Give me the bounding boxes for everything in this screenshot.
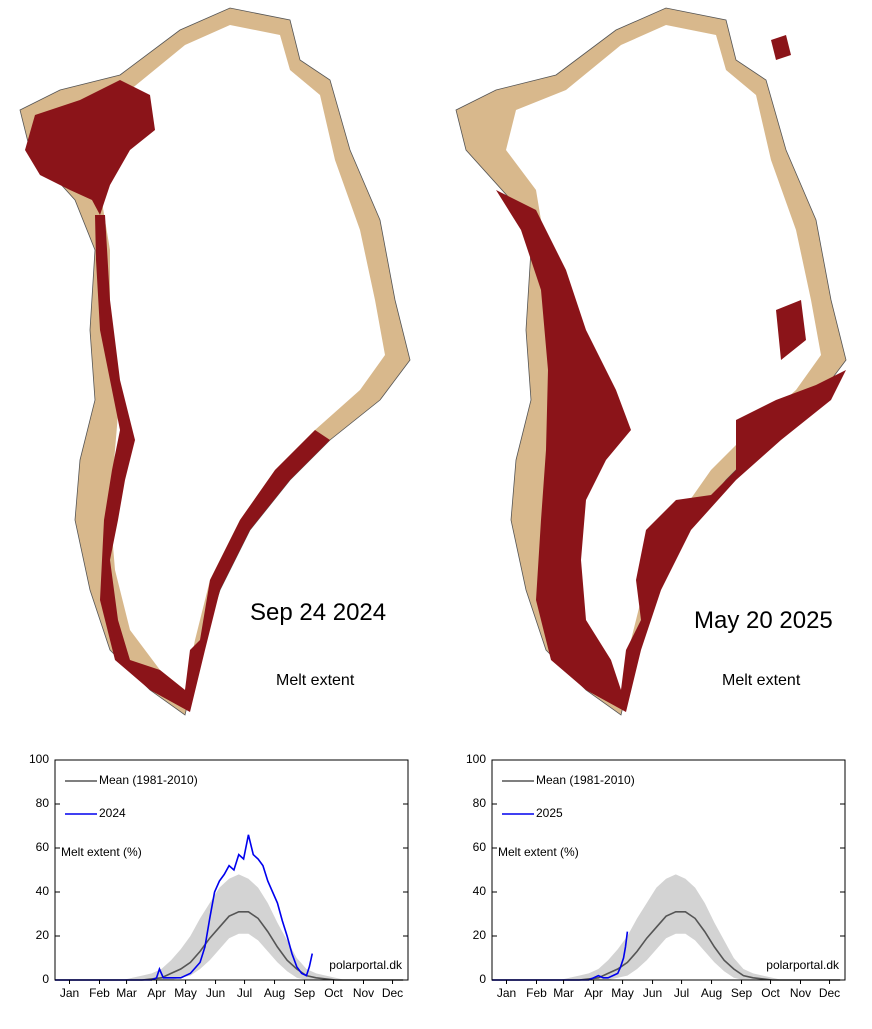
y-tick-label: 0: [479, 972, 486, 986]
x-tick-label: Apr: [584, 986, 603, 1000]
y-tick-label: 40: [473, 884, 487, 898]
x-tick-label: Aug: [701, 986, 722, 1000]
x-tick-label: Jan: [497, 986, 516, 1000]
range-band: [55, 874, 404, 980]
x-tick-label: Feb: [89, 986, 110, 1000]
y-tick-label: 60: [473, 840, 487, 854]
map-right: May 20 2025 Melt extent: [455, 7, 847, 716]
x-tick-label: Jul: [674, 986, 689, 1000]
x-tick-label: Mar: [116, 986, 137, 1000]
y-tick-label: 40: [36, 884, 50, 898]
x-tick-label: Jul: [237, 986, 252, 1000]
y-tick-label: 80: [473, 796, 487, 810]
x-tick-label: Mar: [553, 986, 574, 1000]
chart: 0 20 40 60 80 100 Jan Feb Mar Apr May Jun Jul Aug Sep O…: [466, 752, 846, 1000]
y-tick-label: 100: [466, 752, 486, 766]
x-tick-label: Apr: [147, 986, 166, 1000]
plot-frame: [491, 759, 846, 981]
plot-frame: [54, 759, 409, 981]
x-tick-label: Aug: [264, 986, 285, 1000]
x-tick-label: Oct: [761, 986, 780, 1000]
legend-label: Mean (1981-2010): [99, 773, 198, 787]
series-line: [55, 834, 314, 981]
y-tick-label: 20: [473, 928, 487, 942]
legend-label: 2025: [536, 806, 563, 820]
source: polarportal.dk: [329, 958, 403, 972]
y-tick-label: 80: [36, 796, 50, 810]
x-tick-label: Feb: [526, 986, 547, 1000]
x-tick-label: Dec: [819, 986, 840, 1000]
x-tick-label: May: [174, 986, 197, 1000]
y-tick-label: 0: [42, 972, 49, 986]
legend-label: Mean (1981-2010): [536, 773, 635, 787]
y-tick-label: 60: [36, 840, 50, 854]
x-tick-label: Jan: [60, 986, 79, 1000]
x-tick-label: Nov: [790, 986, 811, 1000]
x-tick-label: Sep: [294, 986, 316, 1000]
source: polarportal.dk: [766, 958, 840, 972]
x-tick-label: Sep: [731, 986, 753, 1000]
x-tick-label: Jun: [643, 986, 662, 1000]
annotation: Melt extent (%): [498, 845, 579, 859]
map-date: Sep 24 2024: [250, 599, 386, 626]
x-tick-label: Nov: [353, 986, 374, 1000]
x-tick-label: Jun: [206, 986, 225, 1000]
legend-label: 2024: [99, 806, 126, 820]
chart: 0 20 40 60 80 100 Jan Feb Mar Apr May Jun Jul Aug Sep O…: [29, 752, 409, 1000]
y-tick-label: 100: [29, 752, 49, 766]
x-tick-label: Dec: [382, 986, 403, 1000]
annotation: Melt extent (%): [61, 845, 142, 859]
map-label: Melt extent: [722, 672, 801, 689]
y-tick-label: 20: [36, 928, 50, 942]
range-band: [492, 874, 841, 980]
map-label: Melt extent: [276, 672, 355, 689]
x-tick-label: Oct: [324, 986, 343, 1000]
map-date: May 20 2025: [694, 607, 833, 634]
map-left: Sep 24 2024 Melt extent: [19, 7, 411, 716]
x-tick-label: May: [611, 986, 634, 1000]
